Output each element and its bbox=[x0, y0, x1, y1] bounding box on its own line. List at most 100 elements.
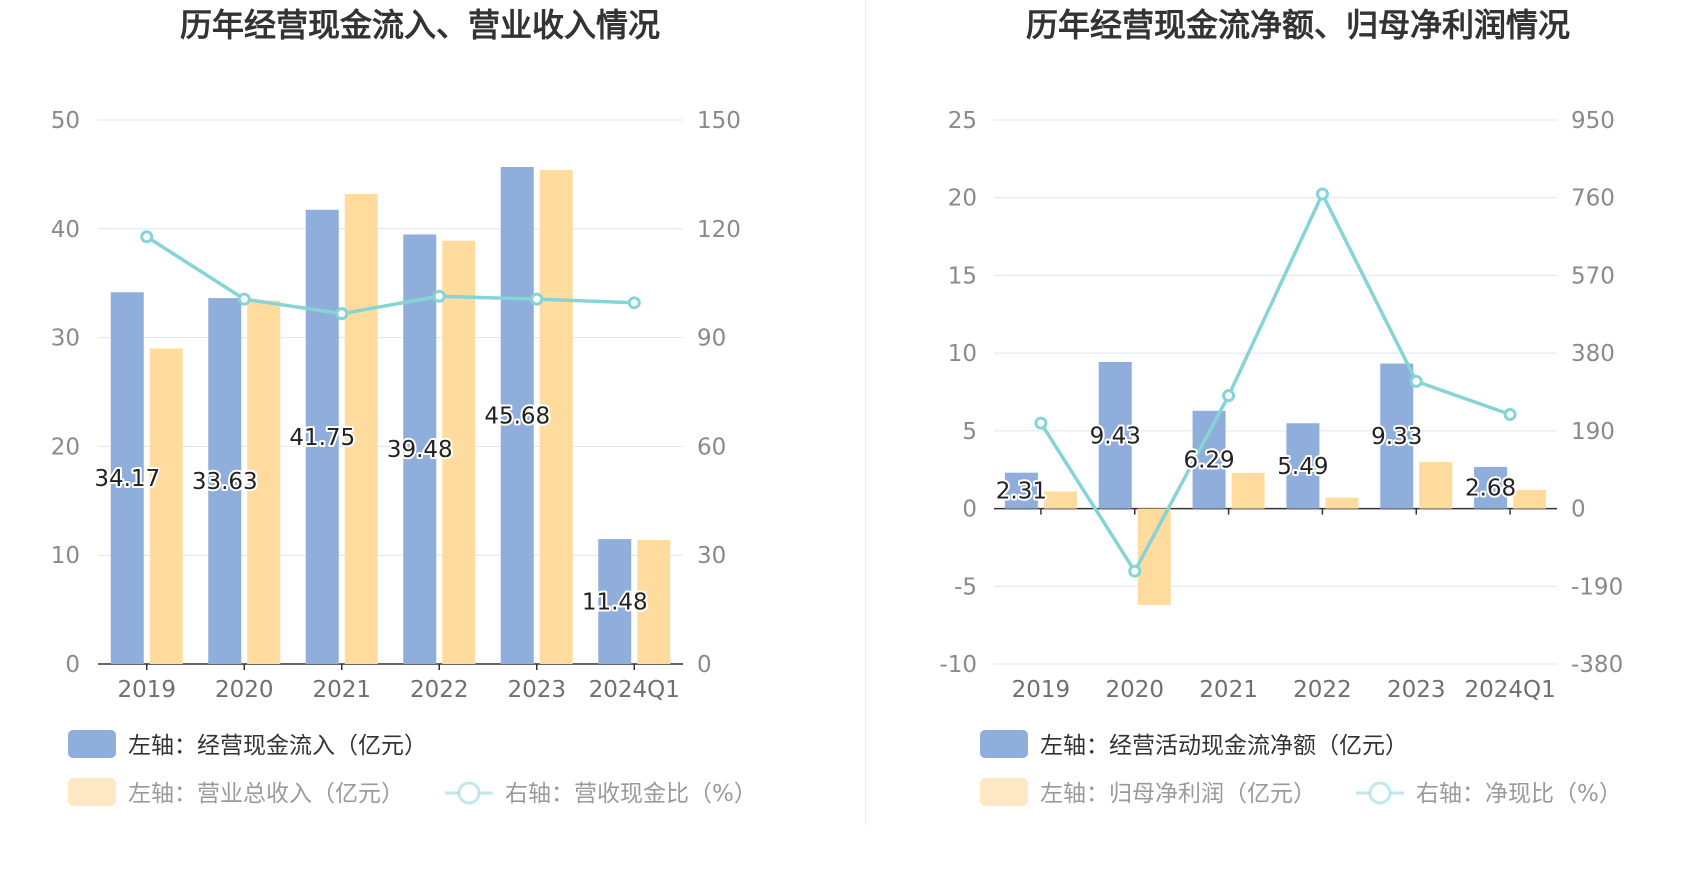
line-point bbox=[1409, 374, 1423, 388]
bar-series-1 bbox=[500, 167, 534, 665]
line-series bbox=[145, 235, 635, 316]
line-series bbox=[1039, 192, 1511, 573]
bar-series-1 bbox=[1286, 423, 1320, 509]
left-axis-tick-label: 10 bbox=[51, 543, 80, 569]
line-point bbox=[140, 230, 154, 244]
x-axis-tick-label: 2024Q1 bbox=[1464, 677, 1555, 703]
line-point bbox=[1503, 407, 1517, 421]
right-axis-tick-label: 760 bbox=[1571, 186, 1615, 212]
line-point bbox=[237, 292, 251, 306]
line-point bbox=[530, 292, 544, 306]
legend-label: 左轴：归母净利润（亿元） bbox=[1040, 781, 1316, 807]
left-axis-tick-label: 15 bbox=[948, 263, 977, 289]
bar-series-2 bbox=[442, 240, 476, 664]
legend-label: 右轴：净现比（%） bbox=[1416, 781, 1622, 807]
bar-series-2 bbox=[1513, 489, 1547, 509]
right-axis-tick-label: 380 bbox=[1571, 341, 1615, 367]
data-label: 9.33 bbox=[1371, 424, 1422, 450]
chart-title: 历年经营现金流净额、归母净利润情况 bbox=[1026, 6, 1570, 44]
bar-series-1 bbox=[110, 292, 144, 664]
x-axis-tick-label: 2023 bbox=[507, 677, 566, 703]
bar-series-2 bbox=[637, 539, 671, 664]
data-label: 41.75 bbox=[289, 425, 355, 451]
line-point bbox=[1034, 416, 1048, 430]
left-axis-tick-label: 25 bbox=[948, 108, 977, 134]
x-axis-tick-label: 2022 bbox=[1293, 677, 1352, 703]
bar-series-2 bbox=[1325, 497, 1359, 509]
right-axis-tick-label: 150 bbox=[697, 108, 741, 134]
right-axis-tick-label: -190 bbox=[1571, 574, 1623, 600]
x-axis-tick-label: 2022 bbox=[410, 677, 469, 703]
x-axis-tick-label: 2019 bbox=[117, 677, 176, 703]
bar-series-1 bbox=[403, 234, 437, 665]
x-axis-tick-label: 2021 bbox=[312, 677, 371, 703]
legend-swatch bbox=[980, 778, 1028, 806]
bar-series-1 bbox=[305, 209, 339, 664]
bar-series-1 bbox=[598, 539, 632, 664]
right-axis-tick-label: 0 bbox=[697, 652, 712, 678]
left-axis-tick-label: 20 bbox=[948, 186, 977, 212]
line-point bbox=[432, 289, 446, 303]
left-axis-tick-label: 0 bbox=[962, 497, 977, 523]
legend-line-marker bbox=[457, 781, 481, 805]
x-axis-tick-label: 2020 bbox=[1105, 677, 1164, 703]
left-axis-tick-label: 20 bbox=[51, 434, 80, 460]
x-axis-tick-label: 2021 bbox=[1199, 677, 1258, 703]
bar-series-2 bbox=[1419, 461, 1453, 509]
bar-series-2 bbox=[1231, 472, 1265, 509]
right-axis-tick-label: 190 bbox=[1571, 419, 1615, 445]
right-axis-tick-label: 60 bbox=[697, 434, 726, 460]
chart-title: 历年经营现金流入、营业收入情况 bbox=[180, 6, 660, 44]
left-axis-tick-label: 50 bbox=[51, 108, 80, 134]
legend-line-marker bbox=[1368, 781, 1392, 805]
panel-divider bbox=[865, 0, 866, 825]
data-label: 33.63 bbox=[192, 469, 258, 495]
bar-series-1 bbox=[208, 298, 242, 664]
line-point bbox=[627, 296, 641, 310]
bar-series-2 bbox=[247, 300, 281, 664]
x-axis-tick-label: 2020 bbox=[215, 677, 274, 703]
bar-series-2 bbox=[149, 348, 183, 664]
left-axis-tick-label: 30 bbox=[51, 326, 80, 352]
data-label: 9.43 bbox=[1090, 423, 1141, 449]
bar-series-2 bbox=[539, 170, 573, 664]
right-axis-tick-label: 0 bbox=[1571, 497, 1586, 523]
left-axis-tick-label: -10 bbox=[939, 652, 977, 678]
bar-series-1 bbox=[1474, 466, 1508, 509]
right-axis-tick-label: 120 bbox=[697, 217, 741, 243]
line-point bbox=[1128, 564, 1142, 578]
data-label: 2.31 bbox=[996, 479, 1047, 505]
legend-swatch bbox=[980, 730, 1028, 758]
legend-label: 左轴：营业总收入（亿元） bbox=[128, 781, 404, 807]
left-axis-tick-label: 10 bbox=[948, 341, 977, 367]
legend-label: 右轴：营收现金比（%） bbox=[505, 781, 757, 807]
x-axis-tick-label: 2024Q1 bbox=[589, 677, 680, 703]
right-axis-tick-label: -380 bbox=[1571, 652, 1623, 678]
data-label: 11.48 bbox=[582, 590, 648, 616]
bar-series-1 bbox=[1192, 410, 1226, 509]
bar-series-1 bbox=[1004, 472, 1038, 509]
left-axis-tick-label: -5 bbox=[954, 574, 977, 600]
right-axis-tick-label: 570 bbox=[1571, 263, 1615, 289]
line-point bbox=[335, 307, 349, 321]
x-axis-tick-label: 2019 bbox=[1012, 677, 1071, 703]
data-label: 2.68 bbox=[1465, 476, 1516, 502]
left-axis-tick-label: 40 bbox=[51, 217, 80, 243]
line-point bbox=[1315, 187, 1329, 201]
data-label: 34.17 bbox=[94, 466, 160, 492]
x-axis-tick-label: 2023 bbox=[1387, 677, 1446, 703]
right-axis-tick-label: 950 bbox=[1571, 108, 1615, 134]
legend-label: 左轴：经营现金流入（亿元） bbox=[128, 733, 427, 759]
data-label: 39.48 bbox=[387, 437, 453, 463]
right-axis-tick-label: 90 bbox=[697, 326, 726, 352]
bar-series-1 bbox=[1380, 363, 1414, 509]
left-axis-tick-label: 5 bbox=[962, 419, 977, 445]
bar-series-2 bbox=[1043, 491, 1077, 509]
legend-label: 左轴：经营活动现金流净额（亿元） bbox=[1040, 733, 1408, 759]
bar-series-2 bbox=[344, 193, 378, 664]
data-label: 6.29 bbox=[1183, 448, 1234, 474]
right-axis-tick-label: 30 bbox=[697, 543, 726, 569]
legend-swatch bbox=[68, 730, 116, 758]
